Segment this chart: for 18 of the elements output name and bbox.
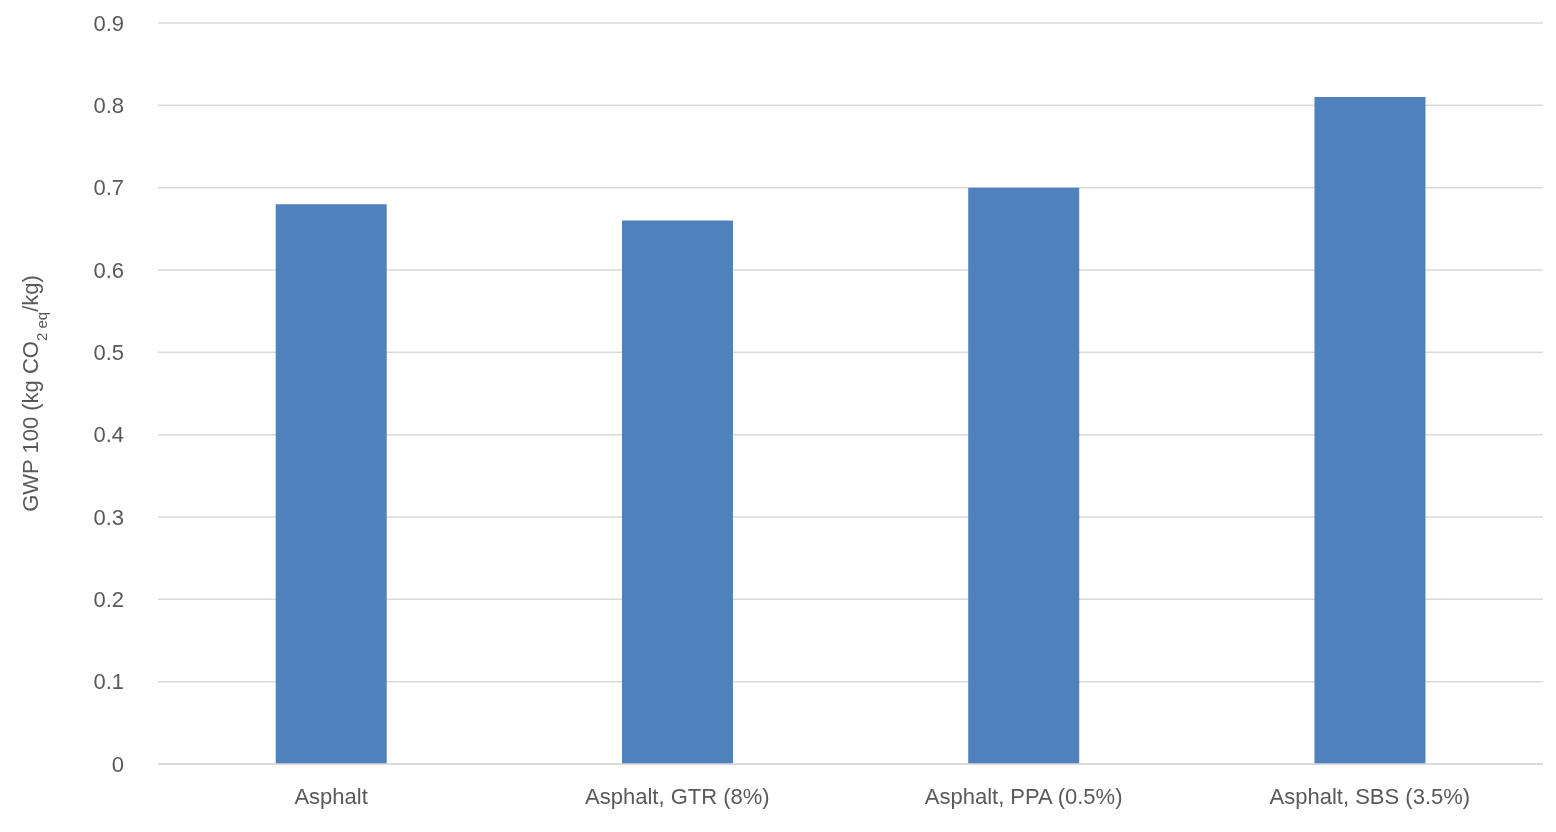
bar	[621, 220, 733, 764]
y-tick-label: 0.3	[93, 504, 124, 530]
y-tick-label: 0.2	[93, 587, 124, 613]
bar	[1314, 97, 1426, 764]
bar	[275, 204, 387, 764]
y-tick-label: 0	[111, 751, 124, 777]
y-tick-label: 0.7	[93, 175, 124, 201]
x-tick-label: Asphalt, PPA (0.5%)	[924, 783, 1123, 809]
y-tick-label: 0.6	[93, 257, 124, 283]
y-tick-label: 0.5	[93, 340, 124, 366]
x-tick-label: Asphalt	[294, 783, 368, 809]
y-tick-label: 0.8	[93, 93, 124, 119]
y-tick-label: 0.4	[93, 422, 124, 448]
x-tick-label: Asphalt, GTR (8%)	[585, 783, 770, 809]
y-tick-label: 0.1	[93, 669, 124, 695]
y-tick-label: 0.9	[93, 10, 124, 36]
x-tick-label: Asphalt, SBS (3.5%)	[1269, 783, 1471, 809]
bar	[968, 187, 1080, 764]
